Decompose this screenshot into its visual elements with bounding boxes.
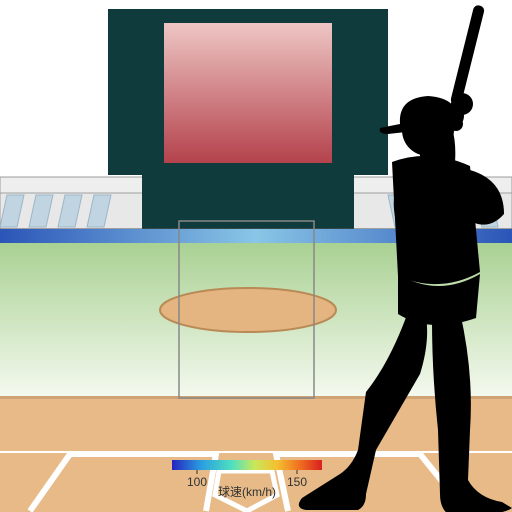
- scoreboard-screen: [164, 23, 332, 163]
- pitchers-mound: [160, 288, 336, 332]
- speed-axis-label: 球速(km/h): [218, 485, 276, 499]
- speed-tick-label: 100: [187, 475, 207, 489]
- pitch-location-diagram: 100 150 球速(km/h): [0, 0, 512, 512]
- speed-colorbar: [172, 460, 322, 470]
- speed-tick-label: 150: [287, 475, 307, 489]
